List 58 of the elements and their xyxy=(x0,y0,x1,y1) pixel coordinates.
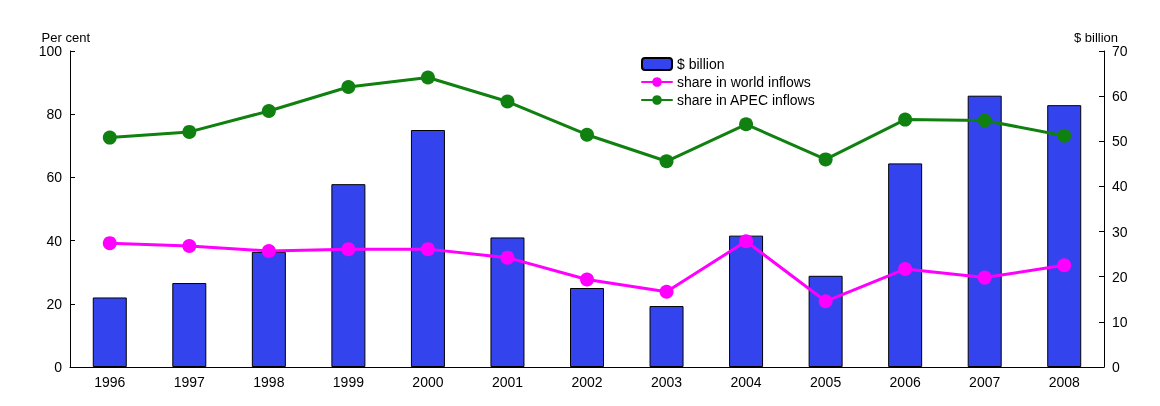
y2-tick-label: 20 xyxy=(1112,268,1128,285)
point xyxy=(182,238,197,253)
point xyxy=(739,117,754,132)
point xyxy=(341,80,356,95)
x-tick-label: 2001 xyxy=(491,374,524,390)
point xyxy=(898,262,913,277)
point xyxy=(420,242,435,257)
x-tick-label: 2006 xyxy=(889,374,921,390)
point xyxy=(102,130,117,145)
point xyxy=(341,242,356,257)
y2-axis-title: $ billion xyxy=(1074,30,1119,46)
point xyxy=(500,94,515,109)
y2-tick-label: 70 xyxy=(1112,43,1128,59)
point xyxy=(818,294,833,309)
x-tick-label: 2003 xyxy=(650,374,683,390)
y2-tick-label: 0 xyxy=(1112,359,1120,375)
y-tick-label: 80 xyxy=(46,106,63,123)
x-tick-label: 1998 xyxy=(253,374,285,390)
x-tick-label: 2005 xyxy=(810,374,842,390)
point xyxy=(261,104,276,119)
point xyxy=(261,244,276,259)
point xyxy=(182,124,197,139)
x-tick-label: 2004 xyxy=(730,374,762,390)
y2-tick-label: 30 xyxy=(1112,223,1128,240)
point xyxy=(977,270,992,285)
point xyxy=(659,154,674,169)
y-tick-label: 100 xyxy=(38,43,63,59)
x-tick-label: 2007 xyxy=(969,374,1001,390)
y2-tick-label: 40 xyxy=(1112,178,1128,195)
point xyxy=(898,112,913,127)
x-tick-label: 1999 xyxy=(332,374,365,390)
x-tick-label: 2008 xyxy=(1048,374,1081,390)
point xyxy=(580,272,594,287)
x-tick-label: 1997 xyxy=(173,374,206,390)
x-tick-label: 2002 xyxy=(571,374,603,390)
y-tick-label: 20 xyxy=(46,295,63,312)
point xyxy=(818,152,833,167)
point xyxy=(102,236,117,251)
legend-label: $ billion xyxy=(677,56,725,72)
point xyxy=(977,113,992,128)
x-tick-label: 2000 xyxy=(412,374,444,390)
y-tick-label: 0 xyxy=(54,359,63,375)
y2-tick-label: 10 xyxy=(1112,313,1128,330)
legend-label: share in APEC inflows xyxy=(677,92,815,108)
x-tick-label: 1996 xyxy=(94,374,126,390)
point xyxy=(739,234,754,249)
y-axis-title: Per cent xyxy=(41,30,91,46)
y-tick-label: 60 xyxy=(46,169,63,186)
y-tick-label: 40 xyxy=(46,232,63,249)
point xyxy=(500,250,515,265)
point xyxy=(1057,258,1072,273)
y2-tick-label: 60 xyxy=(1112,88,1128,105)
legend-label: share in world inflows xyxy=(677,74,811,90)
point xyxy=(580,127,594,142)
point xyxy=(1057,128,1072,143)
y2-tick-label: 50 xyxy=(1112,133,1128,150)
point xyxy=(420,70,435,85)
point xyxy=(659,284,674,299)
